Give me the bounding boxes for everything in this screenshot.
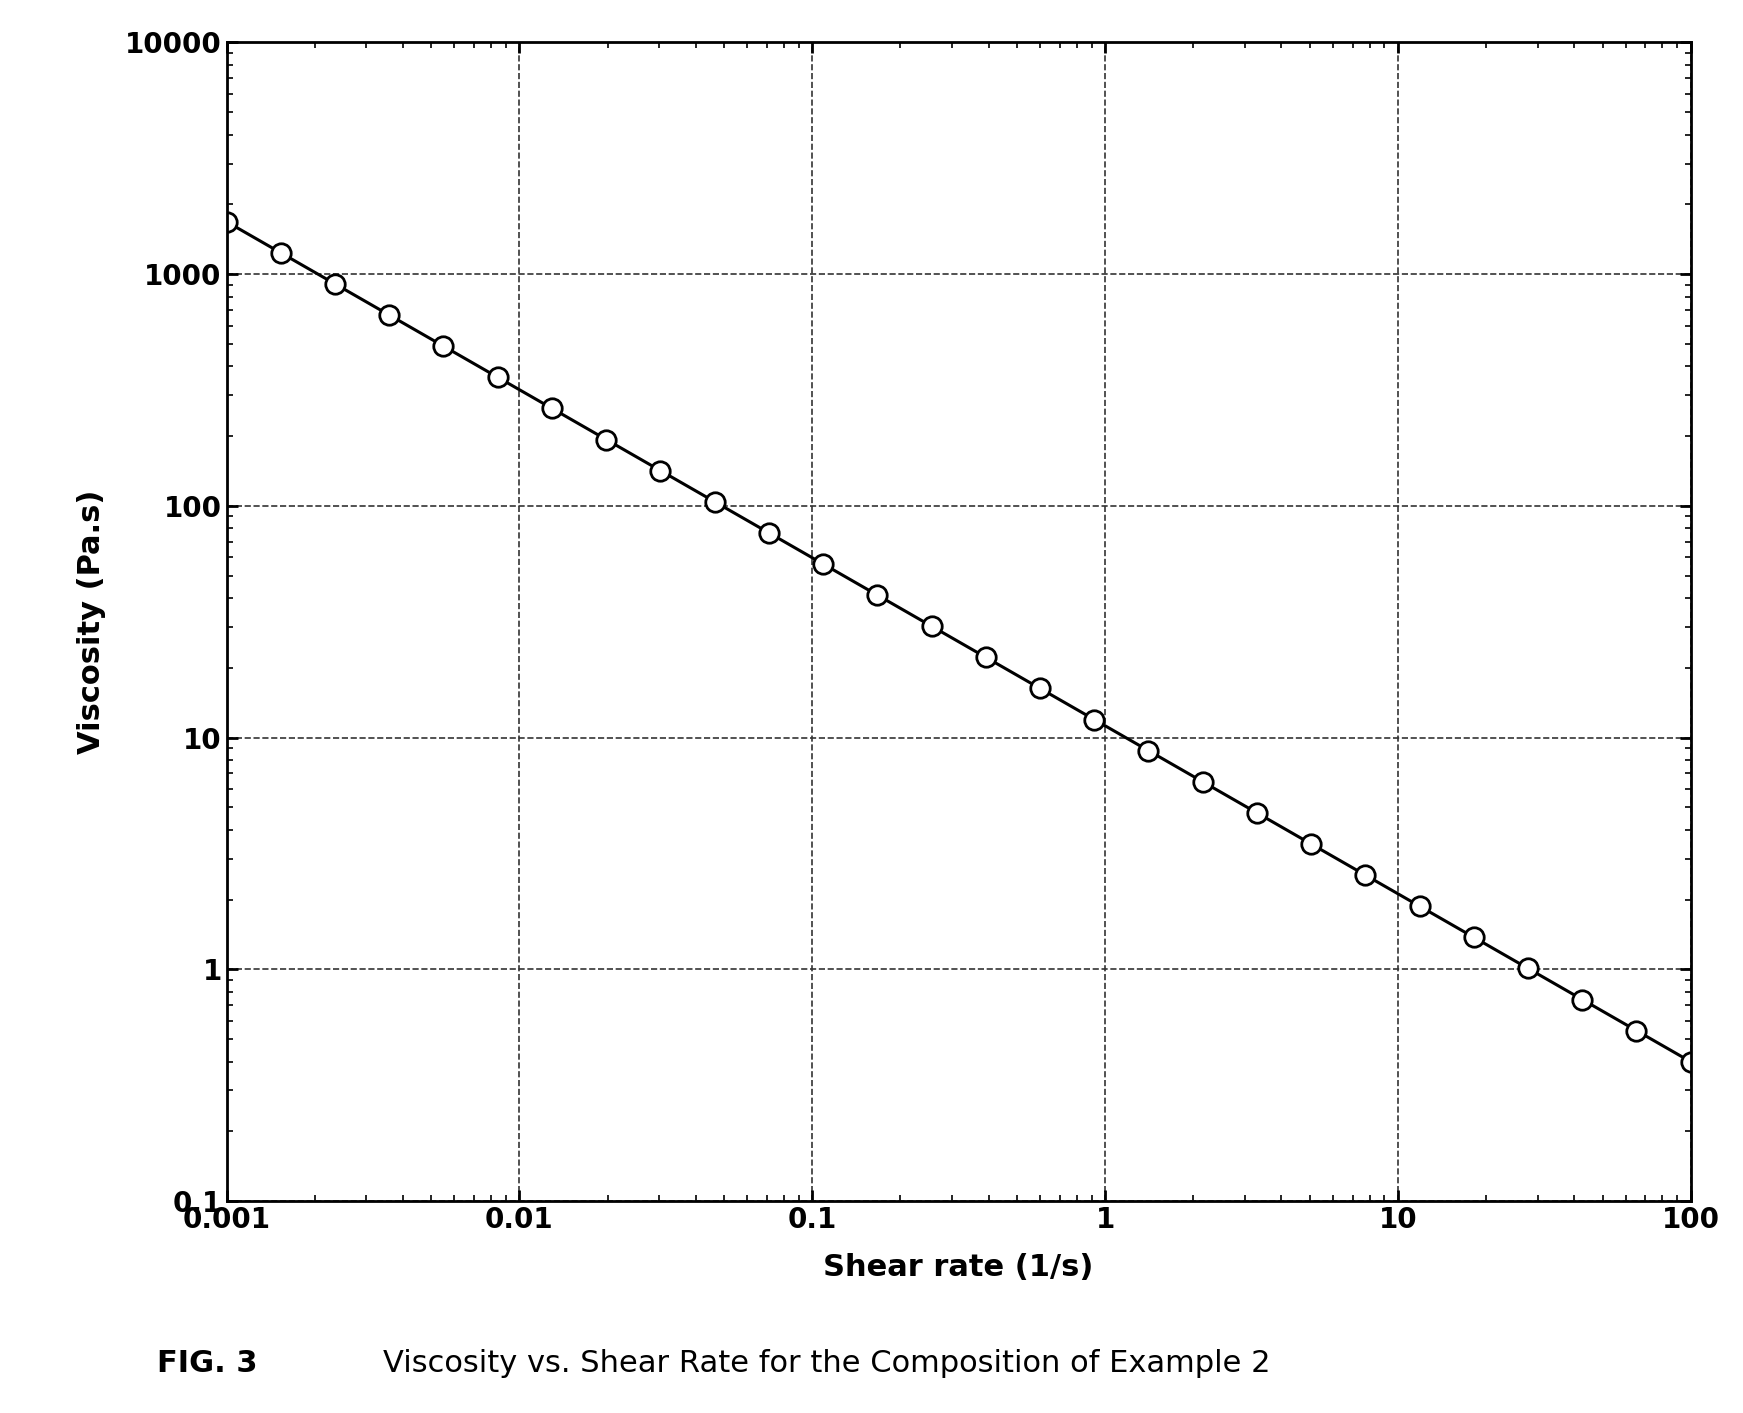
Text: Viscosity vs. Shear Rate for the Composition of Example 2: Viscosity vs. Shear Rate for the Composi… xyxy=(383,1349,1271,1378)
X-axis label: Shear rate (1/s): Shear rate (1/s) xyxy=(823,1253,1095,1283)
Text: FIG. 3: FIG. 3 xyxy=(157,1349,258,1378)
Y-axis label: Viscosity (Pa.s): Viscosity (Pa.s) xyxy=(77,489,106,755)
